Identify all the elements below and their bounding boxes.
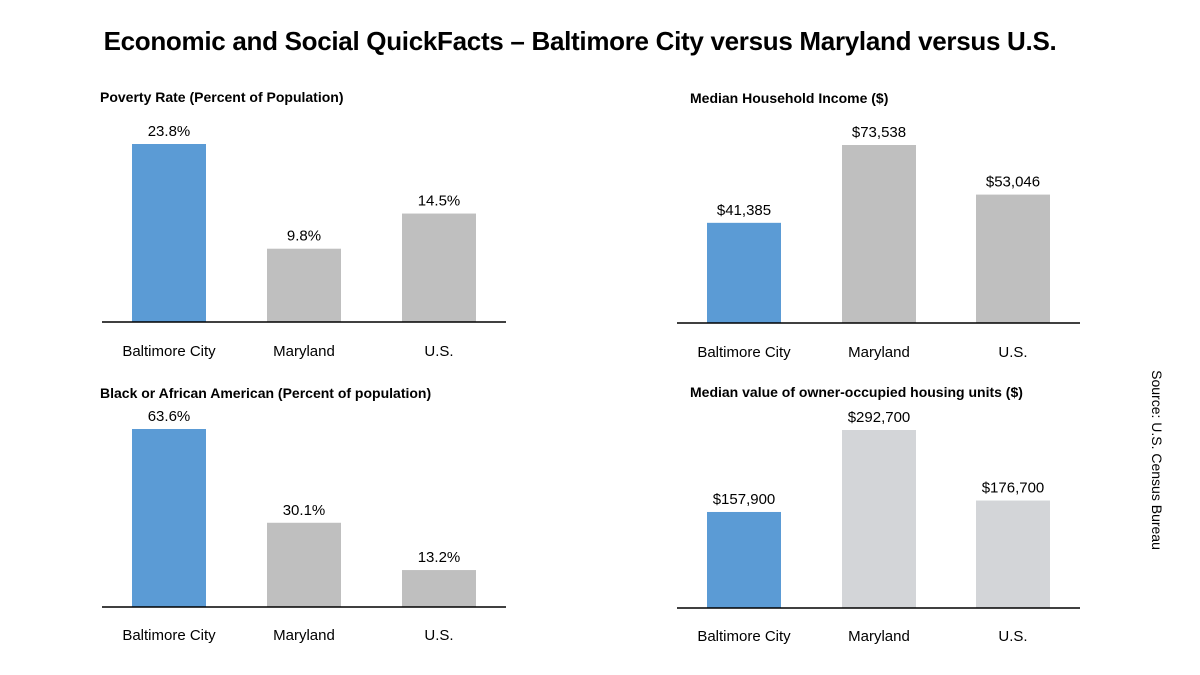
chart-income: Median Household Income ($) $41,385 Baltim… xyxy=(677,90,1080,361)
bar-housing-maryland xyxy=(842,430,916,608)
category-label-black-maryland: Maryland xyxy=(273,627,335,644)
category-label-black-u-s: U.S. xyxy=(424,627,453,644)
category-label-income-maryland: Maryland xyxy=(848,344,910,361)
bar-income-maryland xyxy=(842,145,916,323)
data-label-income-maryland: $73,538 xyxy=(852,124,906,141)
bar-income-u-s xyxy=(976,194,1050,323)
data-label-black-u-s: 13.2% xyxy=(418,549,461,566)
category-label-housing-u-s: U.S. xyxy=(998,628,1027,645)
chart-black: Black or African American (Percent of po… xyxy=(100,385,506,644)
category-label-income-u-s: U.S. xyxy=(998,344,1027,361)
data-label-black-maryland: 30.1% xyxy=(283,502,326,519)
data-label-housing-baltimore-city: $157,900 xyxy=(713,491,776,508)
category-label-poverty-maryland: Maryland xyxy=(273,343,335,360)
data-label-poverty-maryland: 9.8% xyxy=(287,228,321,245)
data-label-poverty-u-s: 14.5% xyxy=(418,193,461,210)
page-title: Economic and Social QuickFacts – Baltimo… xyxy=(103,26,1057,56)
data-label-black-baltimore-city: 63.6% xyxy=(148,408,191,425)
chart-title-poverty: Poverty Rate (Percent of Population) xyxy=(100,89,343,105)
data-label-poverty-baltimore-city: 23.8% xyxy=(148,123,191,140)
data-label-income-baltimore-city: $41,385 xyxy=(717,202,771,219)
data-label-housing-u-s: $176,700 xyxy=(982,480,1045,497)
source-note: Source: U.S. Census Bureau xyxy=(1149,370,1165,550)
bar-housing-baltimore-city xyxy=(707,511,781,608)
bar-housing-u-s xyxy=(976,500,1050,608)
chart-title-income: Median Household Income ($) xyxy=(690,90,888,106)
data-label-income-u-s: $53,046 xyxy=(986,174,1040,191)
bar-poverty-baltimore-city xyxy=(132,144,206,322)
chart-poverty: Poverty Rate (Percent of Population) 23.8… xyxy=(100,89,506,360)
category-label-housing-baltimore-city: Baltimore City xyxy=(697,628,791,645)
bar-income-baltimore-city xyxy=(707,222,781,323)
category-label-black-baltimore-city: Baltimore City xyxy=(122,627,216,644)
chart-housing: Median value of owner-occupied housing u… xyxy=(677,384,1080,645)
bar-black-u-s xyxy=(402,570,476,607)
bar-black-maryland xyxy=(267,522,341,607)
bar-poverty-u-s xyxy=(402,213,476,322)
category-label-housing-maryland: Maryland xyxy=(848,628,910,645)
data-label-housing-maryland: $292,700 xyxy=(848,409,911,426)
bar-poverty-maryland xyxy=(267,248,341,322)
category-label-poverty-u-s: U.S. xyxy=(424,343,453,360)
category-label-income-baltimore-city: Baltimore City xyxy=(697,344,791,361)
category-label-poverty-baltimore-city: Baltimore City xyxy=(122,343,216,360)
chart-title-housing: Median value of owner-occupied housing u… xyxy=(690,384,1023,400)
chart-title-black: Black or African American (Percent of po… xyxy=(100,385,431,401)
bar-black-baltimore-city xyxy=(132,429,206,607)
